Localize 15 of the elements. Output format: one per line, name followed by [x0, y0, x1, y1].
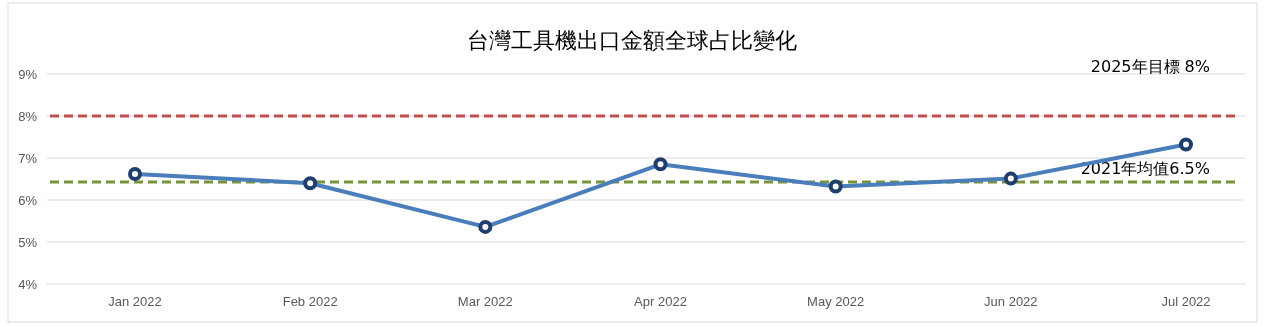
y-tick-label: 4%: [18, 276, 38, 292]
chart-title: 台灣工具機出口金額全球占比變化: [467, 28, 797, 53]
x-tick-label: Apr 2022: [634, 294, 687, 309]
y-tick-label: 7%: [18, 150, 38, 166]
ref-line-label: 2025年目標 8%: [1090, 57, 1210, 76]
x-tick-label: Mar 2022: [457, 294, 513, 309]
x-tick-label: Jul 2022: [1161, 294, 1211, 309]
y-tick-label: 8%: [18, 108, 38, 124]
y-tick-label: 9%: [18, 66, 38, 82]
x-tick-label: Jan 2022: [108, 294, 162, 309]
x-tick-label: Jun 2022: [984, 294, 1038, 309]
y-tick-label: 5%: [18, 234, 38, 250]
x-tick-label: May 2022: [807, 294, 865, 309]
y-tick-label: 6%: [18, 192, 38, 208]
x-tick-label: Feb 2022: [282, 294, 338, 309]
